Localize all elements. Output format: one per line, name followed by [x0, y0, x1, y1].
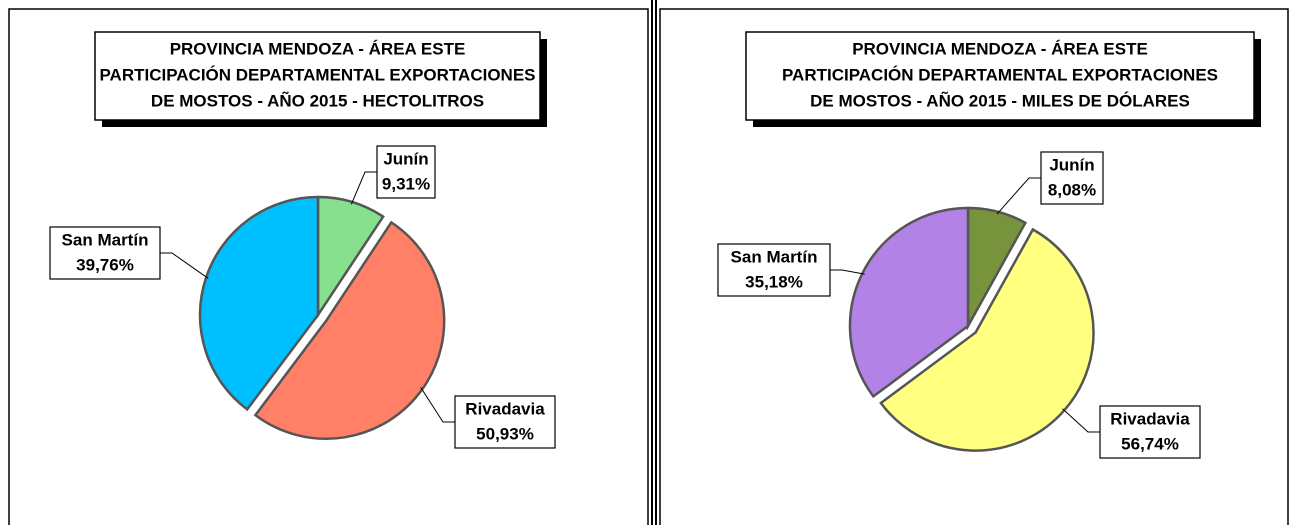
slice-name: Rivadavia	[465, 399, 545, 418]
slice-name: Junín	[383, 149, 428, 168]
slice-value: 35,18%	[745, 272, 803, 291]
pie-slice	[253, 220, 446, 440]
label-box	[717, 243, 831, 297]
title-box	[745, 31, 1255, 121]
chart-title: DE MOSTOS - AÑO 2015 - MILES DE DÓLARES	[810, 90, 1190, 110]
label-box	[454, 395, 556, 449]
chart-title: PARTICIPACIÓN DEPARTAMENTAL EXPORTACIONE…	[99, 65, 535, 84]
slice-value: 50,93%	[476, 424, 534, 443]
leader-line	[830, 269, 865, 275]
leader-line	[160, 252, 209, 279]
title-box	[94, 31, 541, 121]
slice-value: 56,74%	[1121, 434, 1179, 453]
slice-name: Rivadavia	[1110, 409, 1190, 428]
pie-slice	[198, 195, 320, 412]
label-box	[49, 226, 161, 280]
chart-title: DE MOSTOS - AÑO 2015 - HECTOLITROS	[151, 90, 484, 110]
leader-line	[350, 171, 377, 205]
leader-line	[1062, 408, 1100, 433]
pie-slice	[848, 206, 970, 399]
slice-value: 39,76%	[76, 255, 134, 274]
chart-title: PROVINCIA MENDOZA - ÁREA ESTE	[852, 39, 1148, 58]
slice-name: Junín	[1049, 155, 1094, 174]
slice-value: 8,08%	[1048, 180, 1096, 199]
slice-name: San Martín	[731, 247, 818, 266]
chart-title: PROVINCIA MENDOZA - ÁREA ESTE	[170, 39, 466, 58]
leader-line	[996, 177, 1041, 215]
slice-value: 9,31%	[382, 174, 430, 193]
label-box	[1099, 405, 1201, 459]
slice-name: San Martín	[62, 230, 149, 249]
label-box	[376, 145, 436, 199]
label-box	[1040, 151, 1104, 205]
leader-line	[420, 387, 455, 423]
chart-title: PARTICIPACIÓN DEPARTAMENTAL EXPORTACIONE…	[782, 65, 1218, 84]
